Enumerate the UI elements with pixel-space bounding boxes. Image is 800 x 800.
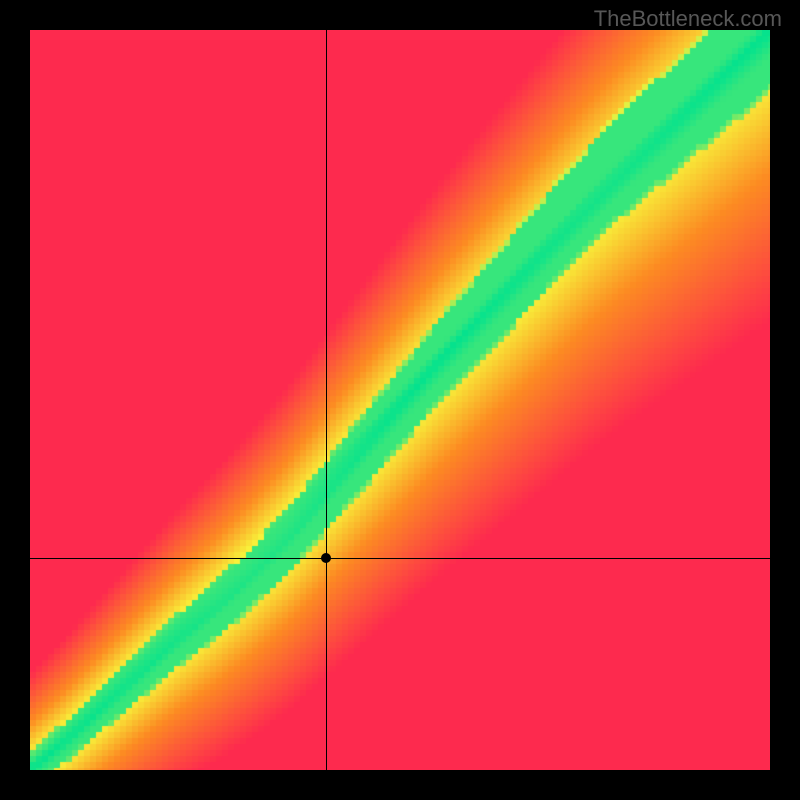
- watermark-text: TheBottleneck.com: [594, 6, 782, 32]
- chart-container: TheBottleneck.com: [0, 0, 800, 800]
- crosshair-vertical: [326, 30, 327, 770]
- crosshair-horizontal: [30, 558, 770, 559]
- intersection-marker: [321, 553, 331, 563]
- plot-frame: [30, 30, 770, 770]
- heatmap-canvas: [30, 30, 770, 770]
